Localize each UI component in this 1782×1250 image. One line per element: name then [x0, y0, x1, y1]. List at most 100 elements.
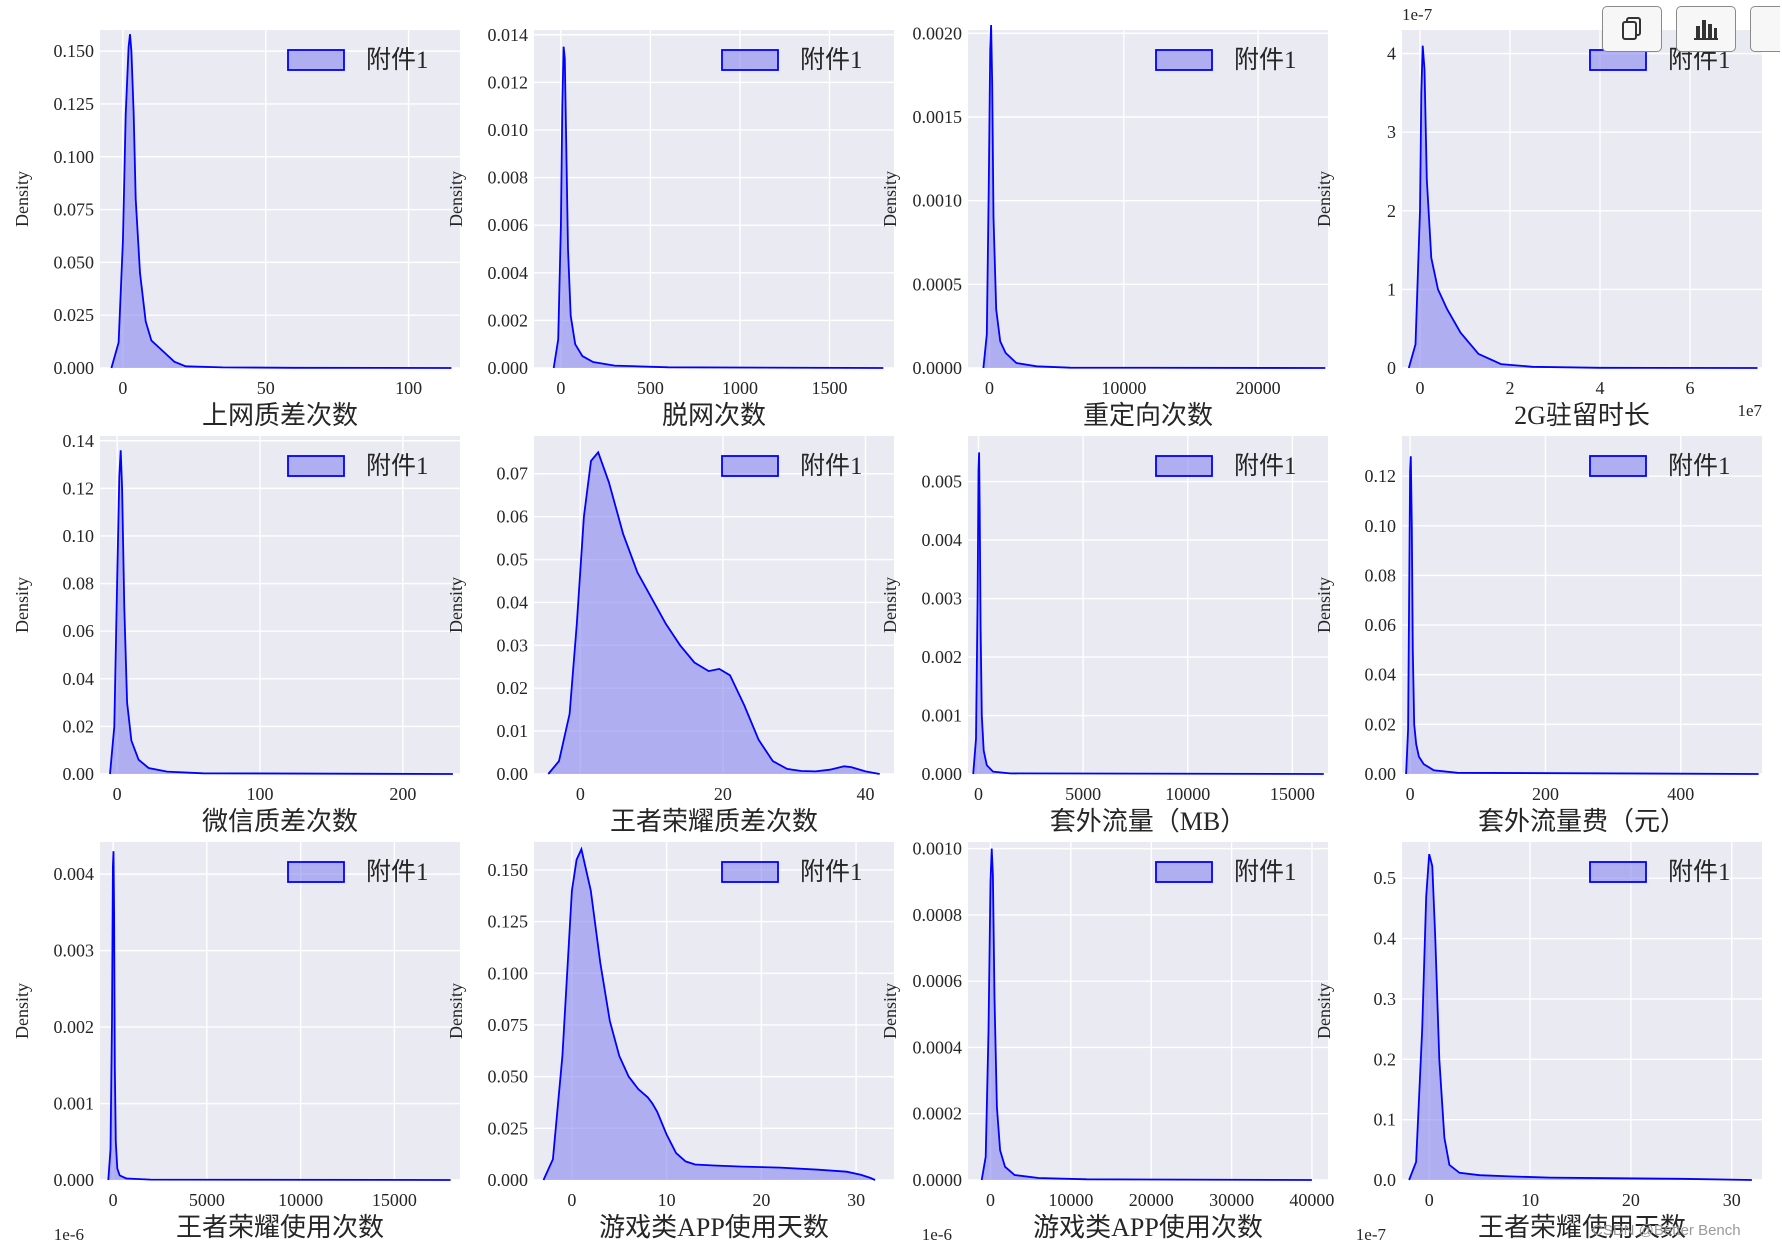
- y-tick-label: 0.10: [1365, 516, 1397, 536]
- y-tick-label: 0.0005: [913, 274, 963, 294]
- legend-swatch: [1155, 49, 1213, 71]
- y-tick-label: 0.003: [54, 941, 95, 961]
- plot-area: [100, 842, 460, 1180]
- y-tick-label: 0.0010: [913, 191, 963, 211]
- y-axis-label: Density: [1314, 983, 1334, 1039]
- y-tick-label: 0.003: [922, 589, 963, 609]
- x-tick-label: 40: [856, 784, 874, 804]
- x-tick-label: 5000: [1065, 784, 1101, 804]
- x-tick-label: 0: [556, 378, 565, 398]
- y-tick-label: 0.1: [1374, 1110, 1397, 1130]
- x-tick-label: 200: [389, 784, 416, 804]
- x-tick-label: 0: [985, 378, 994, 398]
- y-axis-label: Density: [446, 171, 466, 227]
- y-tick-label: 0.050: [54, 252, 95, 272]
- y-axis-label: Density: [1314, 171, 1334, 227]
- y-tick-label: 0.04: [63, 669, 95, 689]
- subplot-10: 0 10 20 30 0.000 0.025 0.050 0.075 0.100 0.125 0.1…: [446, 842, 894, 1242]
- x-axis-label: 套外流量费（元）: [1478, 807, 1686, 836]
- y-tick-label: 0.000: [922, 764, 963, 784]
- y-tick-label: 0.0000: [913, 358, 963, 378]
- y-tick-label: 2: [1387, 201, 1396, 221]
- x-axis-label: 2G驻留时长: [1514, 401, 1650, 430]
- y-tick-label: 0.001: [922, 706, 963, 726]
- y-tick-label: 0.0: [1374, 1170, 1397, 1190]
- copy-icon: [1622, 17, 1641, 40]
- x-tick-label: 100: [247, 784, 274, 804]
- plot-area: [968, 436, 1328, 774]
- x-tick-label: 10000: [1048, 1190, 1093, 1210]
- y-tick-label: 0.150: [488, 860, 529, 880]
- legend-label: 附件1: [1668, 858, 1731, 886]
- subplot-2: 0 500 1000 1500 0.000 0.002 0.004 0.006 0.008 0.0…: [446, 25, 894, 430]
- y-tick-label: 0.06: [497, 507, 529, 527]
- y-tick-label: 0.004: [54, 864, 95, 884]
- x-axis-label: 套外流量（MB）: [1050, 807, 1246, 836]
- subplot-5: 0 100 200 0.00 0.02 0.04 0.06 0.08 0.10 0.12 0.14 微…: [12, 431, 460, 836]
- y-tick-label: 0.06: [63, 621, 95, 641]
- x-tick-label: 400: [1667, 784, 1694, 804]
- x-axis-label: 游戏类APP使用天数: [599, 1213, 829, 1242]
- x-tick-label: 1500: [812, 378, 848, 398]
- density-fill: [548, 452, 880, 774]
- y-axis-label: Density: [880, 577, 900, 633]
- x-tick-label: 0: [567, 1190, 576, 1210]
- legend-swatch: [1589, 861, 1647, 883]
- density-line: [110, 34, 452, 369]
- y-tick-label: 0.02: [1365, 714, 1397, 734]
- x-tick-label: 10: [658, 1190, 676, 1210]
- y-tick-label: 0.100: [54, 147, 95, 167]
- chart-toolbar: [1602, 6, 1780, 52]
- y-tick-label: 0.4: [1374, 929, 1397, 949]
- y-tick-label: 0.00: [63, 764, 95, 784]
- y-tick-label: 0.002: [54, 1017, 95, 1037]
- y-tick-label: 0.010: [488, 120, 529, 140]
- y-axis-label: Density: [12, 577, 32, 633]
- y-tick-label: 0.005: [922, 472, 963, 492]
- subplot-1: 0 50 100 0.000 0.025 0.050 0.075 0.100 0.125 0.15…: [12, 30, 460, 430]
- x-tick-label: 20: [714, 784, 732, 804]
- plot-area: [100, 436, 460, 774]
- x-tick-label: 0: [1416, 378, 1425, 398]
- density-line: [1407, 45, 1758, 369]
- x-scale-label: 1e-7: [1356, 1225, 1387, 1244]
- density-line: [547, 450, 880, 775]
- legend-label: 附件1: [366, 858, 429, 886]
- x-tick-label: 0: [109, 1190, 118, 1210]
- y-tick-label: 0.000: [488, 358, 529, 378]
- y-tick-label: 0.125: [488, 912, 529, 932]
- x-axis-label: 王者荣耀使用次数: [176, 1213, 384, 1242]
- y-tick-label: 1: [1387, 279, 1396, 299]
- x-axis-label: 微信质差次数: [202, 807, 358, 836]
- y-tick-label: 0.002: [922, 647, 963, 667]
- x-axis-label: 王者荣耀质差次数: [610, 807, 818, 836]
- x-tick-label: 0: [576, 784, 585, 804]
- density-line: [982, 24, 1326, 369]
- more-button[interactable]: [1750, 6, 1780, 52]
- x-tick-label: 6: [1686, 378, 1695, 398]
- x-tick-label: 10: [1521, 1190, 1539, 1210]
- legend-label: 附件1: [800, 858, 863, 886]
- plot-area: [534, 30, 894, 368]
- subplot-6: 0 20 40 0.00 0.01 0.02 0.03 0.04 0.05 0.06 0.07 王者荣…: [446, 436, 894, 836]
- y-tick-label: 0.075: [488, 1015, 529, 1035]
- plot-area: [968, 842, 1328, 1180]
- y-tick-label: 0.008: [488, 168, 529, 188]
- y-tick-label: 0.125: [54, 94, 95, 114]
- x-tick-label: 30: [847, 1190, 865, 1210]
- x-tick-label: 0: [113, 784, 122, 804]
- y-tick-label: 0.004: [488, 263, 529, 283]
- x-tick-label: 0: [974, 784, 983, 804]
- chart-view-button[interactable]: [1676, 6, 1736, 52]
- y-tick-label: 0.04: [1365, 665, 1397, 685]
- y-axis-label: Density: [12, 983, 32, 1039]
- legend-label: 附件1: [1234, 46, 1297, 74]
- bar-chart-icon: [1694, 20, 1718, 40]
- subplot-3: 0 10000 20000 0.0000 0.0005 0.0010 0.0015 0.002…: [880, 23, 1328, 430]
- copy-button[interactable]: [1602, 6, 1662, 52]
- x-tick-label: 100: [395, 378, 422, 398]
- y-tick-label: 0.100: [488, 963, 529, 983]
- y-tick-label: 0.00: [497, 764, 529, 784]
